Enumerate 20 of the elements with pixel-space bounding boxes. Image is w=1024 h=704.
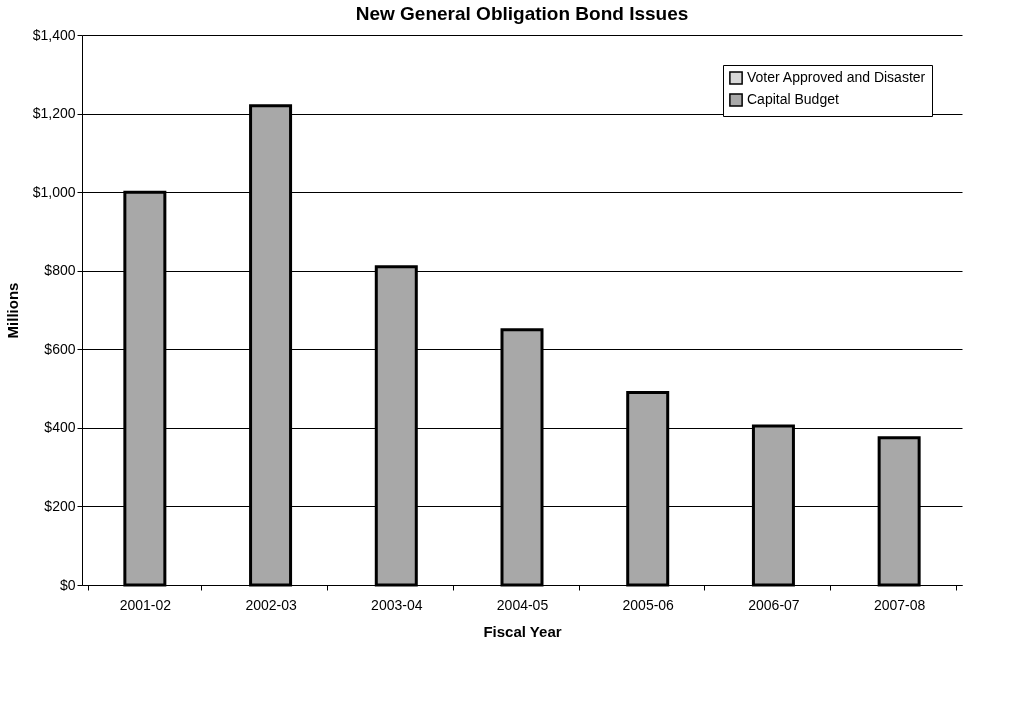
x-tick-label: 2003-04 bbox=[371, 596, 423, 613]
chart-title: New General Obligation Bond Issues bbox=[355, 3, 689, 24]
x-tick-label: 2007-08 bbox=[873, 596, 926, 613]
x-tick-label: 2006-07 bbox=[748, 596, 800, 613]
y-tick-label: $200 bbox=[44, 497, 76, 514]
y-tick-label: $600 bbox=[44, 340, 76, 357]
y-tick-label: $0 bbox=[59, 576, 76, 593]
y-tick-label: $1,200 bbox=[32, 105, 76, 122]
legend-label: Voter Approved and Disaster bbox=[747, 69, 926, 85]
legend-label: Capital Budget bbox=[747, 91, 839, 107]
x-tick-label: 2001-02 bbox=[119, 596, 172, 613]
y-tick-label: $800 bbox=[44, 262, 76, 279]
y-tick-label: $1,400 bbox=[32, 26, 76, 43]
x-tick-label: 2005-06 bbox=[622, 596, 675, 613]
y-tick-label: $400 bbox=[44, 419, 76, 436]
y-axis-title: Millions bbox=[3, 282, 21, 339]
x-axis-title: Fiscal Year bbox=[483, 622, 562, 640]
x-tick-label: 2002-03 bbox=[245, 596, 297, 613]
x-tick-label: 2004-05 bbox=[496, 596, 549, 613]
y-tick-label: $1,000 bbox=[32, 183, 76, 200]
